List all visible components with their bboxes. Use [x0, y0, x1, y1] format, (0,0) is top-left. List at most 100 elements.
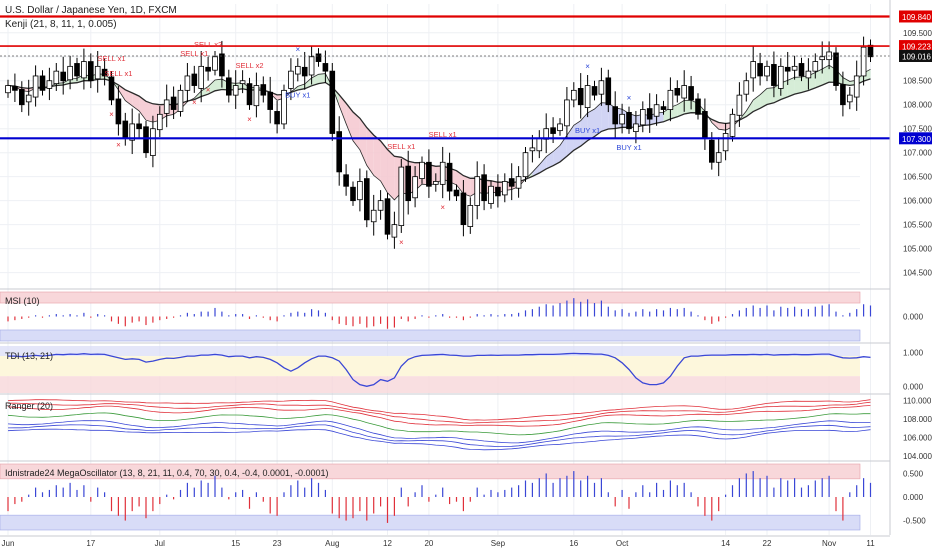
megaoscillator-tick-label: 0.000 — [903, 493, 924, 502]
megaoscillator-tick-label: 0.500 — [903, 469, 924, 478]
candle-body — [432, 181, 439, 185]
candle-body — [74, 63, 80, 77]
candle-body — [94, 65, 101, 80]
candle-body — [847, 94, 853, 103]
kenji-cloud-segment — [663, 107, 671, 122]
candle-body — [239, 80, 246, 85]
candle-body — [205, 66, 211, 72]
candle-body — [301, 66, 308, 77]
candle-body — [101, 68, 108, 77]
candle-body — [122, 120, 129, 139]
price-tick-label: 106.500 — [903, 173, 932, 182]
kenji-cloud-segment — [684, 100, 692, 114]
price-tick-label: 108.000 — [903, 101, 932, 110]
level-price-tag: 109.223 — [902, 43, 931, 52]
signal-layer: SELL x1 × SELL x1 × SELL x1 × SELL x2 × SELL x2 ×… — [97, 40, 641, 247]
candle-body — [67, 65, 73, 81]
candle-body — [557, 123, 563, 132]
kenji-cloud-segment — [139, 96, 146, 121]
candle-body — [501, 181, 508, 196]
sell-signal-label: SELL x1 — [97, 54, 125, 63]
buy-signal-label: BUY x1 — [616, 143, 641, 152]
candle-body — [674, 88, 681, 96]
kenji-indicator-title: Kenji (21, 8, 11, 1, 0.005) — [5, 19, 117, 30]
candle-body — [529, 147, 536, 152]
candle-body — [840, 84, 846, 106]
candle-body — [5, 85, 11, 94]
ranger-tick-label: 104.000 — [903, 452, 932, 461]
time-tick-label: 11 — [866, 539, 875, 548]
kenji-cloud-segment — [677, 100, 685, 117]
sell-marker: × — [192, 98, 197, 107]
candle-body — [709, 139, 715, 163]
kenji-cloud-segment — [346, 103, 353, 141]
time-tick-label: 16 — [569, 539, 578, 548]
candle-layer — [5, 36, 874, 249]
kenji-cloud-segment — [539, 156, 547, 173]
sell-signal-label: SELL x2 — [235, 61, 263, 70]
candle-body — [219, 53, 225, 77]
candle-body — [743, 80, 750, 95]
candle-body — [170, 96, 177, 110]
candle-body — [481, 174, 487, 202]
candle-body — [329, 70, 336, 134]
sell-signal-label: SELL x1 — [387, 142, 415, 151]
ranger-tick-label: 108.000 — [903, 415, 932, 424]
candle-body — [39, 75, 46, 91]
candle-body — [446, 162, 453, 192]
sell-marker: × — [206, 86, 211, 95]
candle-body — [150, 128, 156, 156]
kenji-cloud-segment — [353, 112, 360, 150]
candle-body — [515, 176, 522, 189]
tdi-middle-band — [0, 356, 860, 377]
candle-body — [143, 126, 149, 154]
indicator-panels: 0.000 1.000 0.000 110.000 108.000 106.000 104.… — [0, 288, 932, 531]
candle-body — [453, 189, 460, 197]
candle-body — [619, 113, 625, 125]
megaoscillator-tick-label: -0.500 — [903, 517, 926, 526]
kenji-cloud-segment — [822, 65, 830, 86]
candle-body — [412, 176, 418, 199]
candle-body — [294, 65, 301, 75]
price-tick-label: 104.500 — [903, 269, 932, 278]
ranger-tick-label: 110.000 — [903, 397, 932, 406]
kenji-cloud-segment — [718, 122, 726, 131]
candle-body — [115, 98, 122, 125]
ranger-band-line — [7, 405, 871, 427]
candle-body — [391, 224, 398, 238]
candle-body — [591, 86, 598, 96]
candle-body — [336, 131, 342, 173]
candle-body — [177, 89, 184, 112]
buy-marker: × — [585, 62, 590, 71]
candle-body — [577, 88, 584, 106]
candle-body — [640, 109, 646, 126]
candle-body — [778, 65, 784, 89]
time-tick-label: 20 — [424, 539, 433, 548]
buy-signal-label: BUY x1 — [575, 126, 600, 135]
candle-body — [405, 165, 411, 202]
candle-body — [715, 152, 722, 163]
last-price-tag: 109.016 — [902, 52, 931, 61]
ranger-band-line — [7, 399, 871, 421]
kenji-cloud-segment — [594, 102, 602, 137]
candle-body — [232, 85, 239, 96]
candle-body — [267, 91, 273, 110]
sell-marker: × — [109, 110, 114, 119]
candle-body — [791, 65, 798, 71]
candle-body — [612, 106, 618, 125]
msi-tick-label: 0.000 — [903, 313, 924, 322]
symbol-title: U.S. Dollar / Japanese Yen, 1D, FXCM — [5, 5, 177, 16]
tdi-upper-band — [0, 346, 860, 357]
kenji-slow-line — [7, 78, 871, 184]
resistance-price-tag-bg — [899, 10, 932, 23]
candle-body — [722, 133, 729, 152]
ranger-tick-label: 106.000 — [903, 434, 932, 443]
candle-body — [688, 86, 694, 101]
candle-body — [260, 84, 267, 96]
sell-marker: × — [116, 141, 121, 150]
candle-body — [771, 64, 777, 86]
candle-body — [564, 99, 570, 127]
time-tick-label: 22 — [763, 539, 772, 548]
msi-panel-title: MSI (10) — [5, 296, 40, 306]
